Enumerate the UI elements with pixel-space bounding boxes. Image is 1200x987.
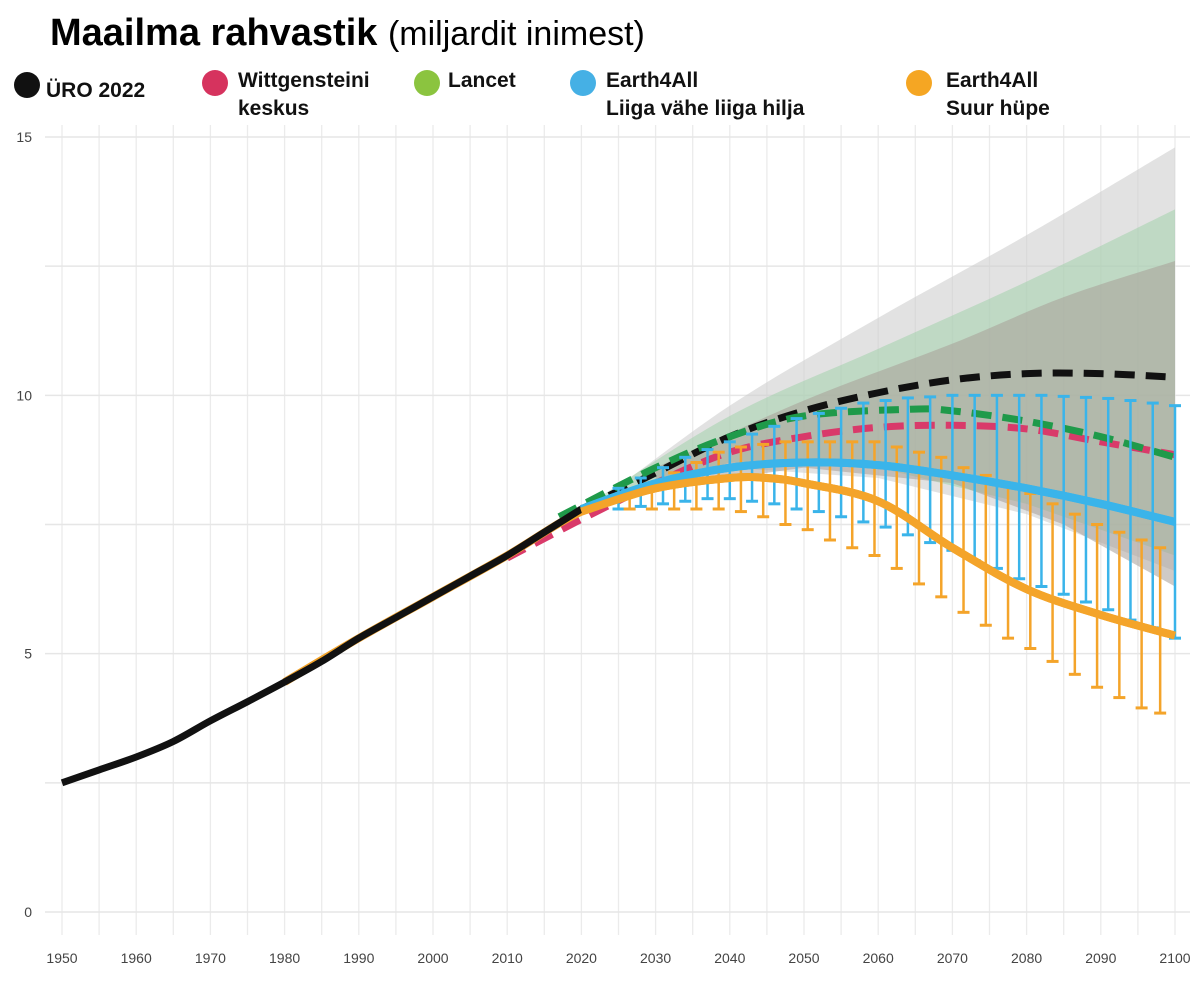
x-tick-label: 2060 — [863, 950, 894, 966]
y-tick-label: 5 — [24, 646, 32, 662]
x-tick-label: 2000 — [417, 950, 448, 966]
chart-subtitle: (miljardit inimest) — [387, 15, 645, 53]
legend-marker-lancet — [414, 70, 440, 96]
y-tick-label: 10 — [16, 387, 32, 403]
legend-label-uro: ÜRO 2022 — [46, 79, 146, 102]
legend-label-e4a-giant-leap-1: Earth4All — [946, 69, 1039, 92]
legend-label-wittgenstein-2: keskus — [238, 97, 310, 120]
legend-marker-e4a-giant-leap — [906, 70, 932, 96]
x-tick-label: 1980 — [269, 950, 300, 966]
legend-marker-e4a-tltl — [570, 70, 596, 96]
x-tick-label: 1990 — [343, 950, 374, 966]
series-line-top-5 — [580, 473, 1177, 640]
legend-label-lancet: Lancet — [448, 69, 516, 92]
legend-marker-wittgenstein — [202, 70, 228, 96]
chart-title: Maailma rahvastik (miljardit inimest) — [50, 12, 645, 55]
x-tick-label: 1970 — [195, 950, 226, 966]
series-line-0 — [60, 506, 584, 787]
x-tick-label: 2050 — [788, 950, 819, 966]
x-tick-label: 2080 — [1011, 950, 1042, 966]
title-main: Maailma rahvastik — [50, 12, 378, 54]
x-tick-label: 2090 — [1085, 950, 1116, 966]
x-tick-label: 2010 — [492, 950, 523, 966]
legend-label-e4a-tltl-2: Liiga vähe liiga hilja — [606, 97, 805, 120]
x-tick-label: 2100 — [1159, 950, 1190, 966]
legend-marker-uro — [14, 72, 40, 98]
y-tick-label: 15 — [16, 129, 32, 145]
x-tick-label: 2070 — [937, 950, 968, 966]
x-tick-label: 1960 — [121, 950, 152, 966]
legend-label-e4a-tltl-1: Earth4All — [606, 69, 699, 92]
series-line-3 — [505, 421, 1176, 562]
x-tick-label: 2040 — [714, 950, 745, 966]
legend-label-e4a-giant-leap-2: Suur hüpe — [946, 97, 1050, 120]
series-line-1 — [579, 369, 1176, 513]
x-tick-label: 2030 — [640, 950, 671, 966]
legend-label-wittgenstein-1: Wittgensteini — [238, 69, 370, 92]
y-tick-label: 0 — [24, 904, 32, 920]
x-tick-label: 2020 — [566, 950, 597, 966]
series-line-2 — [557, 405, 1176, 520]
series-line-top-4 — [580, 458, 1176, 526]
x-tick-label: 1950 — [46, 950, 77, 966]
